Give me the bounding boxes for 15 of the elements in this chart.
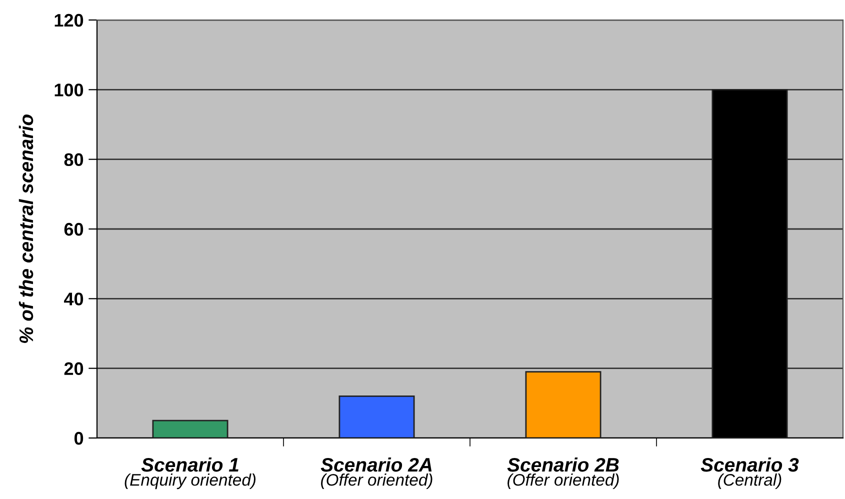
y-tick-label: 60: [64, 222, 84, 236]
y-tick-label: 100: [54, 84, 84, 96]
y-tick-label: 0: [74, 432, 84, 445]
category-label: Scenario 3 (Central): [700, 457, 799, 490]
bar: [525, 371, 602, 438]
bar: [152, 420, 228, 438]
category-label: Scenario 2B (Offer oriented): [507, 457, 619, 490]
y-tick-label: 40: [64, 292, 84, 306]
category-label: Scenario 1 (Enquiry oriented): [124, 457, 256, 490]
category-label: Scenario 2A (Offer oriented): [320, 457, 432, 490]
bar: [338, 396, 415, 438]
y-axis-title: % of the central scenario: [18, 114, 34, 344]
y-tick-label: 20: [64, 362, 84, 376]
y-tick-label: 80: [64, 153, 84, 166]
y-tick-label: 120: [54, 14, 84, 27]
